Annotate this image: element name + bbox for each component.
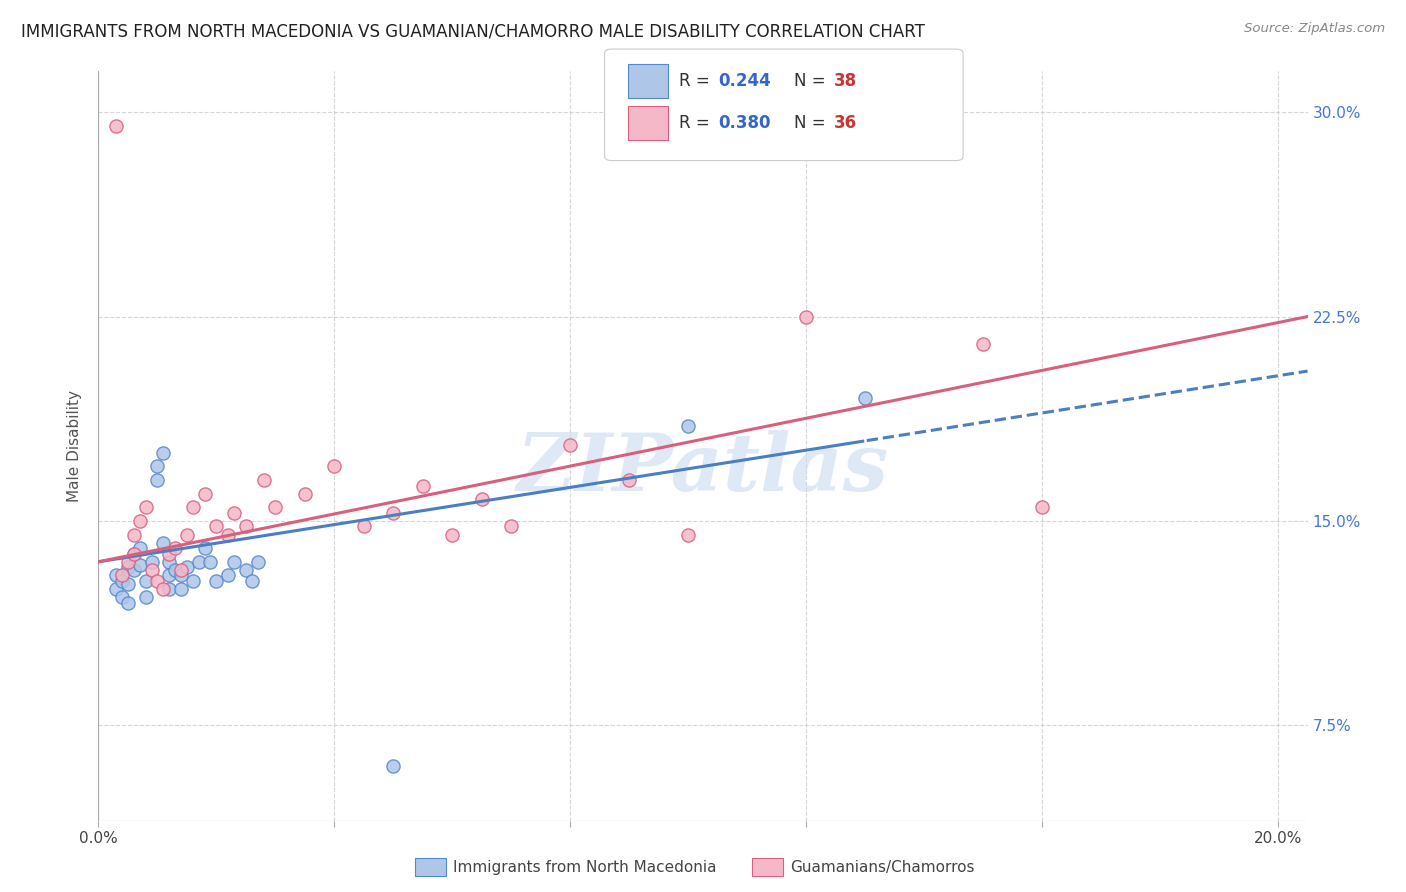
Point: [382, 759, 405, 773]
Point: [412, 478, 434, 492]
Text: 0.244: 0.244: [718, 72, 772, 90]
Point: [122, 527, 145, 541]
Point: [135, 574, 157, 588]
Point: [205, 519, 228, 533]
Text: R =: R =: [679, 72, 716, 90]
Point: [222, 506, 245, 520]
Text: Guamanians/Chamorros: Guamanians/Chamorros: [790, 860, 974, 874]
Point: [294, 486, 316, 500]
Text: N =: N =: [794, 114, 831, 132]
Point: [794, 310, 817, 324]
Text: 0.380: 0.380: [718, 114, 770, 132]
Point: [117, 596, 139, 610]
Point: [246, 555, 269, 569]
Point: [560, 437, 582, 451]
Text: N =: N =: [794, 72, 831, 90]
Point: [157, 582, 180, 596]
Text: R =: R =: [679, 114, 716, 132]
Point: [122, 547, 145, 561]
Point: [128, 558, 150, 572]
Point: [235, 563, 257, 577]
Point: [323, 459, 346, 474]
Point: [105, 582, 128, 596]
Text: Immigrants from North Macedonia: Immigrants from North Macedonia: [453, 860, 716, 874]
Point: [141, 563, 163, 577]
Point: [181, 500, 204, 515]
Point: [117, 576, 139, 591]
Point: [252, 473, 274, 487]
Point: [194, 486, 217, 500]
Point: [152, 535, 174, 549]
Point: [264, 500, 287, 515]
Point: [122, 547, 145, 561]
Point: [176, 560, 198, 574]
Point: [240, 574, 263, 588]
Point: [111, 568, 134, 582]
Point: [205, 574, 228, 588]
Point: [146, 459, 169, 474]
Point: [678, 418, 700, 433]
Point: [382, 506, 405, 520]
Point: [1031, 500, 1053, 515]
Point: [217, 527, 239, 541]
Point: [222, 555, 245, 569]
Point: [200, 555, 222, 569]
Point: [619, 473, 641, 487]
Point: [235, 519, 257, 533]
Point: [471, 492, 494, 507]
Point: [152, 582, 174, 596]
Point: [135, 591, 157, 605]
Point: [146, 473, 169, 487]
Text: 38: 38: [834, 72, 856, 90]
Text: IMMIGRANTS FROM NORTH MACEDONIA VS GUAMANIAN/CHAMORRO MALE DISABILITY CORRELATIO: IMMIGRANTS FROM NORTH MACEDONIA VS GUAMA…: [21, 22, 925, 40]
Point: [157, 568, 180, 582]
Point: [117, 555, 139, 569]
Point: [157, 555, 180, 569]
Point: [111, 591, 134, 605]
Point: [135, 500, 157, 515]
Point: [181, 574, 204, 588]
Point: [117, 560, 139, 574]
Point: [176, 527, 198, 541]
Point: [165, 563, 187, 577]
Point: [678, 527, 700, 541]
Y-axis label: Male Disability: Male Disability: [67, 390, 83, 502]
Text: ZIPatlas: ZIPatlas: [517, 430, 889, 508]
Point: [194, 541, 217, 556]
Point: [441, 527, 464, 541]
Text: 36: 36: [834, 114, 856, 132]
Point: [105, 119, 128, 133]
Point: [853, 392, 876, 406]
Point: [128, 541, 150, 556]
Point: [157, 547, 180, 561]
Point: [141, 555, 163, 569]
Point: [170, 582, 193, 596]
Point: [105, 568, 128, 582]
Point: [152, 446, 174, 460]
Point: [146, 574, 169, 588]
Point: [122, 563, 145, 577]
Point: [170, 563, 193, 577]
Point: [187, 555, 209, 569]
Point: [128, 514, 150, 528]
Point: [501, 519, 523, 533]
Point: [217, 568, 239, 582]
Text: Source: ZipAtlas.com: Source: ZipAtlas.com: [1244, 22, 1385, 36]
Point: [170, 568, 193, 582]
Point: [353, 519, 375, 533]
Point: [111, 574, 134, 588]
Point: [972, 336, 994, 351]
Point: [165, 541, 187, 556]
